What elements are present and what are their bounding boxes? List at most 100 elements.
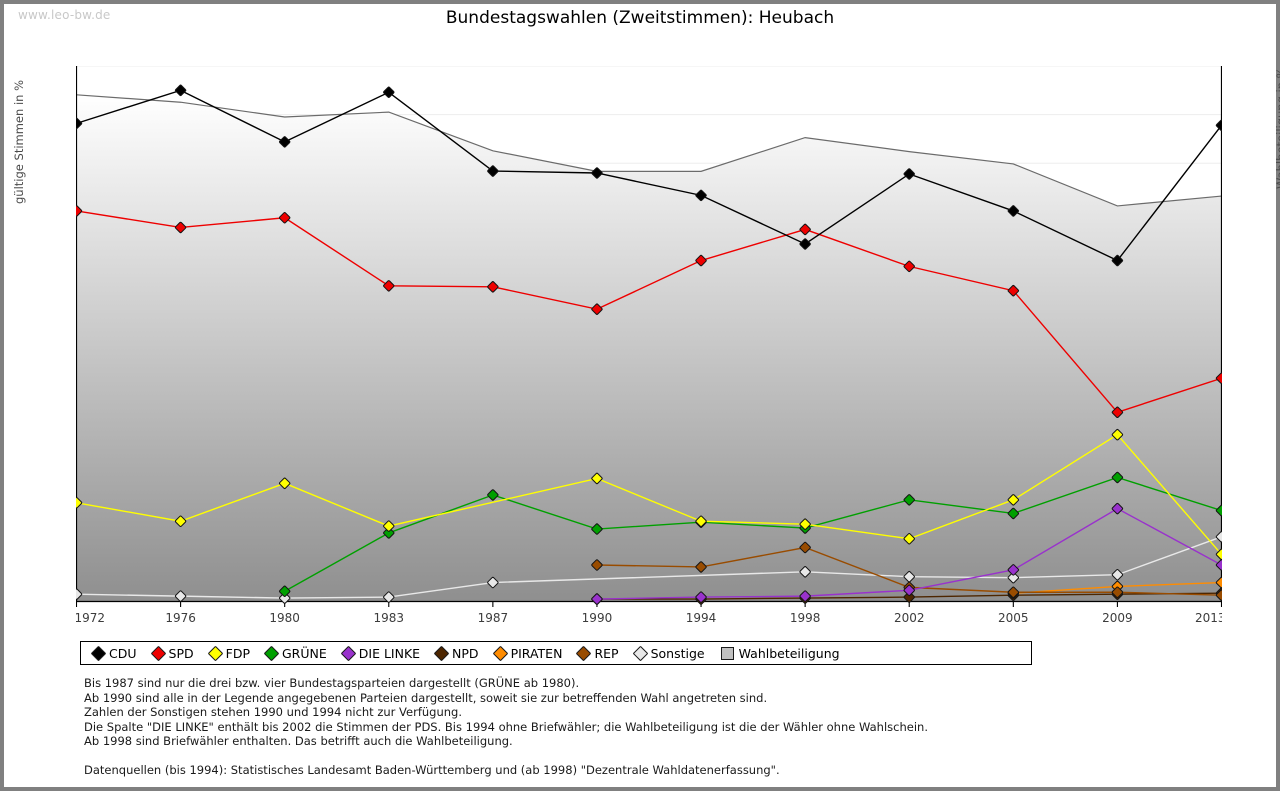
- data-point-grüne: [1215, 504, 1222, 517]
- data-point-sonstige: [1007, 571, 1019, 584]
- svg-text:2002: 2002: [894, 611, 925, 625]
- data-point-cdu: [1007, 205, 1019, 217]
- data-point-die linke: [591, 593, 603, 605]
- legend-marker-icon: [90, 645, 107, 661]
- legend-item-spd[interactable]: SPD: [147, 645, 200, 661]
- data-point-rep: [1007, 586, 1019, 598]
- y-axis-right-label: Wahlbeteiligung in %: [1274, 67, 1280, 189]
- data-point-cdu: [279, 136, 291, 148]
- data-point-cdu: [1111, 254, 1124, 267]
- data-point-cdu: [487, 165, 499, 177]
- data-point-grüne: [591, 523, 603, 535]
- data-point-spd: [695, 254, 707, 267]
- y-axis-left-label: gültige Stimmen in %: [12, 79, 26, 204]
- note-line: Zahlen der Sonstigen stehen 1990 und 199…: [84, 705, 463, 720]
- data-point-fdp: [1007, 494, 1019, 506]
- svg-text:1980: 1980: [269, 611, 300, 625]
- data-point-spd: [383, 280, 395, 292]
- data-point-fdp: [279, 477, 291, 489]
- legend-marker-icon: [263, 645, 280, 661]
- svg-text:1994: 1994: [686, 611, 717, 625]
- legend-marker-icon: [576, 645, 592, 661]
- data-point-spd: [799, 223, 811, 236]
- data-point-die linke: [1215, 559, 1222, 571]
- note-line: Bis 1987 sind nur die drei bzw. vier Bun…: [84, 676, 580, 690]
- legend-item-cdu[interactable]: CDU: [87, 645, 143, 661]
- data-point-fdp: [383, 520, 395, 532]
- data-point-fdp: [591, 472, 603, 485]
- data-point-fdp: [799, 518, 811, 530]
- legend-item-rep[interactable]: REP: [572, 645, 624, 661]
- data-point-sonstige: [903, 571, 915, 583]
- svg-text:2009: 2009: [1102, 611, 1133, 625]
- data-point-grüne: [1007, 507, 1019, 520]
- data-point-die linke: [903, 584, 915, 596]
- data-point-cdu: [591, 167, 603, 179]
- data-point-die linke: [1111, 502, 1124, 515]
- data-point-grüne: [383, 527, 395, 539]
- page-title: Bundestagswahlen (Zweitstimmen): Heubach: [445, 8, 835, 28]
- data-point-rep: [1215, 589, 1222, 601]
- data-point-spd: [1111, 406, 1124, 418]
- data-point-rep: [799, 541, 811, 554]
- data-point-cdu: [1215, 119, 1222, 131]
- data-point-npd: [903, 591, 915, 603]
- data-point-sonstige: [487, 576, 499, 589]
- svg-text:1983: 1983: [373, 611, 404, 625]
- data-point-piraten: [1215, 576, 1222, 589]
- legend-label: NPD: [452, 645, 479, 661]
- data-point-grüne: [279, 585, 291, 597]
- data-point-sonstige: [1215, 531, 1222, 543]
- series-line-sonstige: [76, 536, 1222, 599]
- legend-label: CDU: [109, 645, 137, 661]
- legend-item-die-linke[interactable]: DIE LINKE: [337, 645, 426, 661]
- legend-item-piraten[interactable]: PIRATEN: [489, 645, 569, 661]
- data-point-cdu: [174, 84, 187, 96]
- data-point-spd: [174, 221, 187, 234]
- plot-area: 0510152025303540455055303540455055606570…: [76, 66, 1222, 625]
- legend-item-grüne[interactable]: GRÜNE: [260, 645, 333, 661]
- legend-label: Wahlbeteiligung: [738, 645, 840, 661]
- data-point-spd: [487, 281, 499, 293]
- legend-label: DIE LINKE: [358, 645, 421, 661]
- legend-marker-icon: [433, 645, 450, 661]
- series-line-spd: [76, 210, 1222, 414]
- legend-marker-icon: [150, 645, 166, 661]
- legend-item-sonstige[interactable]: Sonstige: [629, 645, 711, 661]
- data-point-grüne: [487, 489, 499, 501]
- legend-marker-icon: [492, 645, 508, 661]
- legend-label: GRÜNE: [281, 645, 327, 661]
- data-point-fdp: [1215, 548, 1222, 560]
- data-point-grüne: [1111, 471, 1124, 484]
- data-point-fdp: [695, 515, 707, 527]
- legend-label: PIRATEN: [510, 645, 563, 661]
- legend-item-fdp[interactable]: FDP: [204, 645, 256, 661]
- legend-marker-icon: [340, 645, 357, 661]
- data-point-fdp: [76, 497, 83, 509]
- data-point-cdu: [383, 86, 395, 98]
- data-point-spd: [76, 205, 83, 217]
- legend-item-wahlbeteiligung[interactable]: Wahlbeteiligung: [715, 646, 846, 661]
- data-point-sonstige: [279, 592, 291, 604]
- data-point-cdu: [695, 189, 707, 202]
- data-source-note: Datenquellen (bis 1994): Statistisches L…: [84, 762, 780, 777]
- legend-marker-icon: [720, 646, 734, 660]
- note-line: Ab 1990 sind alle in der Legende angegeb…: [84, 690, 768, 705]
- svg-text:1998: 1998: [790, 611, 821, 625]
- legend-label: REP: [594, 645, 619, 661]
- chart-svg: 0510152025303540455055303540455055606570…: [76, 66, 1222, 625]
- data-point-spd: [1215, 372, 1222, 384]
- legend-marker-icon: [207, 645, 223, 661]
- legend-label: FDP: [225, 645, 250, 661]
- data-point-fdp: [1111, 429, 1124, 441]
- tick-labels: 0510152025303540455055303540455055606570…: [76, 611, 1222, 625]
- chart-legend: CDU SPD FDP GRÜNE DIE LINKE NPD PIRATEN REP Sons…: [80, 641, 1032, 665]
- svg-text:1972: 1972: [76, 611, 105, 625]
- legend-item-npd[interactable]: NPD: [430, 645, 485, 661]
- series-line-cdu: [76, 89, 1222, 262]
- data-point-cdu: [799, 238, 811, 250]
- svg-text:2005: 2005: [998, 611, 1029, 625]
- data-point-spd: [903, 260, 915, 273]
- legend-marker-icon: [632, 645, 648, 661]
- data-point-sonstige: [799, 566, 811, 578]
